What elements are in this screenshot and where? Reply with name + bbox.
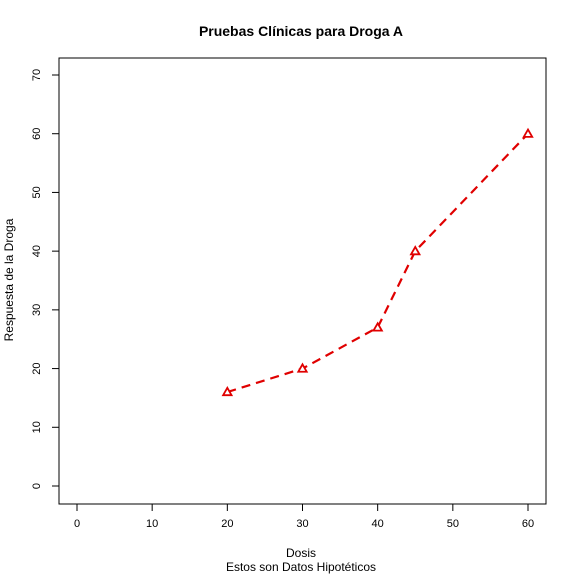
y-tick-label: 20 <box>31 362 43 374</box>
chart-title: Pruebas Clínicas para Droga A <box>199 23 403 39</box>
x-axis: 0 10 20 30 40 50 60 <box>74 503 534 530</box>
y-tick-label: 60 <box>31 128 43 140</box>
x-tick-label: 10 <box>146 518 158 530</box>
y-tick-label: 50 <box>31 186 43 198</box>
y-axis: 0 10 20 30 40 50 60 70 <box>31 69 60 489</box>
data-point <box>296 362 309 373</box>
x-tick-label: 20 <box>221 518 233 530</box>
x-tick-label: 50 <box>447 518 459 530</box>
data-point <box>221 386 234 397</box>
series-line <box>227 132 529 394</box>
x-tick-label: 60 <box>522 518 534 530</box>
x-tick-label: 0 <box>74 518 80 530</box>
plot-frame <box>58 57 547 505</box>
x-tick-label: 30 <box>296 518 308 530</box>
data-series <box>221 127 534 397</box>
y-tick-label: 30 <box>31 304 43 316</box>
y-tick-label: 0 <box>31 483 43 489</box>
y-axis-label: Respuesta de la Droga <box>2 218 16 341</box>
x-tick-label: 40 <box>372 518 384 530</box>
data-point <box>522 127 534 138</box>
y-tick-label: 10 <box>31 421 43 433</box>
x-axis-label: Dosis <box>286 546 316 560</box>
y-tick-label: 40 <box>31 245 43 257</box>
data-point <box>409 245 422 256</box>
data-point <box>371 321 384 332</box>
chart-subtitle: Estos son Datos Hipotéticos <box>226 560 376 574</box>
y-tick-label: 70 <box>31 69 43 81</box>
